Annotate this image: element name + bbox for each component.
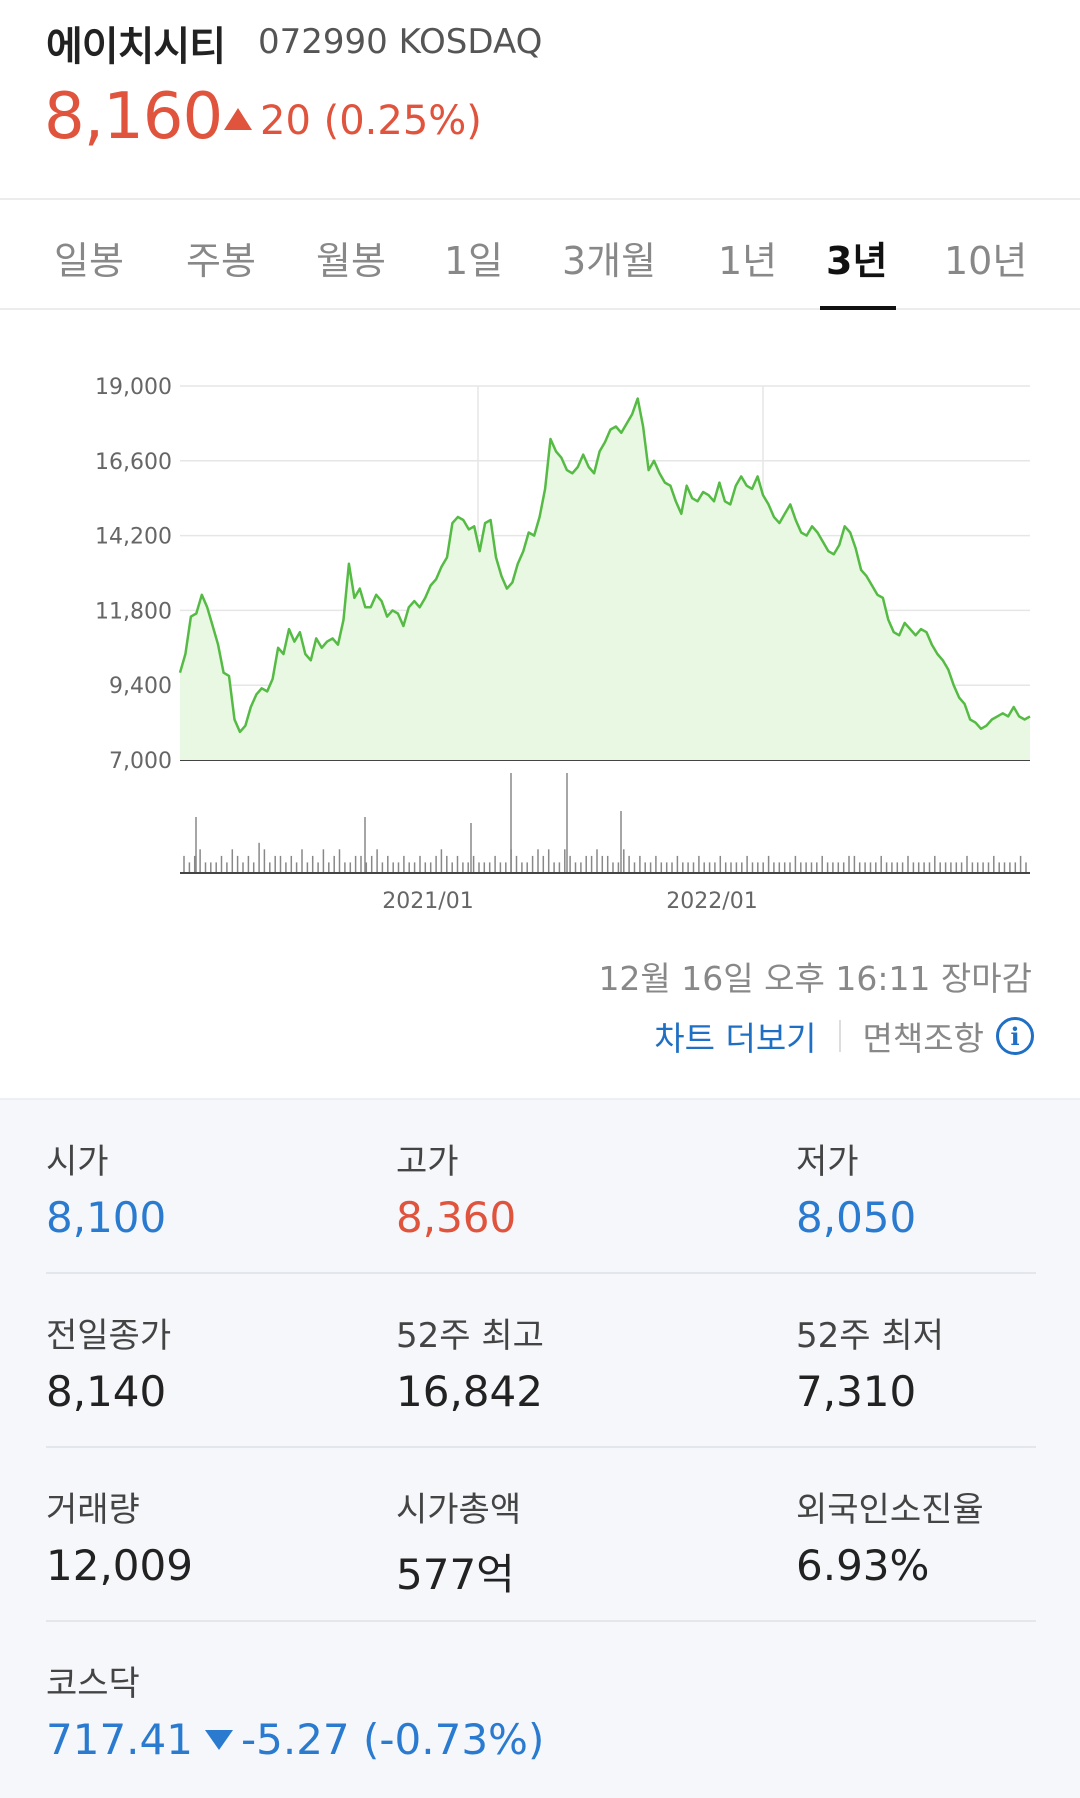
stat-label: 52주 최고	[396, 1316, 544, 1356]
stat-value: 7,310	[796, 1367, 917, 1416]
stats-row-2: 전일종가 8,140 52주 최고 16,842 52주 최저 7,310	[46, 1274, 1036, 1448]
tab-3year[interactable]: 3년	[826, 239, 888, 283]
stat-label: 저가	[796, 1142, 859, 1182]
stat-value: 8,360	[396, 1193, 517, 1242]
y-tick-label: 9,400	[109, 674, 172, 699]
kosdaq-change: -5.27 (-0.73%)	[240, 1715, 545, 1764]
tab-10year[interactable]: 10년	[944, 239, 1028, 283]
active-tab-indicator	[820, 306, 896, 310]
y-tick-label: 11,800	[95, 599, 172, 624]
y-tick-label: 7,000	[109, 749, 172, 774]
disclaimer-link[interactable]: 면책조항	[862, 1019, 984, 1058]
stat-value: 6.93%	[796, 1541, 930, 1590]
link-divider	[838, 1020, 841, 1052]
stat-market-cap: 시가총액 577억	[396, 1448, 521, 1602]
stat-label: 고가	[396, 1142, 459, 1182]
info-icon[interactable]: i	[996, 1017, 1034, 1055]
y-tick-label: 14,200	[95, 525, 172, 550]
stats-row-4: 코스닥 717.41 -5.27 (-0.73%)	[46, 1622, 1036, 1796]
market-close-time: 12월 16일 오후 16:11 장마감	[598, 959, 1032, 998]
tab-1day[interactable]: 1일	[444, 239, 504, 283]
volume-bars	[180, 773, 1030, 874]
up-triangle-icon	[224, 108, 252, 130]
tab-daily[interactable]: 일봉	[54, 239, 124, 283]
stat-label: 전일종가	[46, 1316, 172, 1356]
price-change-value: 20 (0.25%)	[260, 98, 482, 144]
tab-3month[interactable]: 3개월	[562, 239, 657, 283]
current-price: 8,160	[44, 80, 223, 154]
stat-value: 8,100	[46, 1193, 167, 1242]
price-area	[180, 398, 1030, 760]
tab-1year[interactable]: 1년	[718, 239, 778, 283]
stat-volume: 거래량 12,009	[46, 1448, 193, 1590]
tab-weekly[interactable]: 주봉	[186, 239, 256, 283]
stat-high: 고가 8,360	[396, 1100, 516, 1242]
stat-prev-close: 전일종가 8,140	[46, 1274, 171, 1416]
stock-stats-panel: 시가 8,100 고가 8,360 저가 8,050 전일종가 8,140 52…	[0, 1098, 1080, 1798]
stock-name: 에이치시티	[46, 24, 226, 70]
y-tick-label: 16,600	[95, 450, 172, 475]
stat-label: 외국인소진율	[796, 1490, 984, 1530]
tab-monthly[interactable]: 월봉	[316, 239, 386, 283]
price-chart-svg: 19,000 16,600 14,200 11,800 9,400 7,000 2021/…	[95, 375, 1031, 914]
down-triangle-icon	[204, 1729, 233, 1750]
x-tick-label: 2021/01	[382, 889, 473, 914]
stats-row-1: 시가 8,100 고가 8,360 저가 8,050	[46, 1100, 1036, 1274]
chart-links: 차트 더보기 면책조항 i	[654, 1012, 1034, 1060]
stock-code-market: 072990 KOSDAQ	[258, 22, 543, 62]
kosdaq-value-group: 717.41 -5.27 (-0.73%)	[46, 1715, 544, 1764]
price-line	[178, 397, 1031, 734]
stat-52w-high: 52주 최고 16,842	[396, 1274, 544, 1416]
stat-open: 시가 8,100	[46, 1100, 166, 1242]
stat-52w-low: 52주 최저 7,310	[796, 1274, 944, 1416]
kosdaq-value: 717.41	[46, 1715, 193, 1764]
stat-low: 저가 8,050	[796, 1100, 916, 1242]
price-chart[interactable]: 19,000 16,600 14,200 11,800 9,400 7,000 2021/…	[0, 310, 1080, 930]
x-tick-label: 2022/01	[666, 889, 757, 914]
stat-label: 거래량	[46, 1490, 140, 1530]
stats-row-3: 거래량 12,009 시가총액 577억 외국인소진율 6.93%	[46, 1448, 1036, 1622]
stat-label: 52주 최저	[796, 1316, 944, 1356]
more-chart-link[interactable]: 차트 더보기	[654, 1019, 817, 1058]
stat-value: 577억	[396, 1550, 515, 1599]
stat-value: 8,050	[796, 1193, 917, 1242]
stat-value: 8,140	[46, 1367, 167, 1416]
stat-foreign-ratio: 외국인소진율 6.93%	[796, 1448, 984, 1590]
x-axis-ticks: 2021/01 2022/01	[382, 889, 757, 914]
stat-value: 12,009	[46, 1541, 193, 1590]
period-tabs: 일봉 주봉 월봉 1일 3개월 1년 3년 10년	[0, 198, 1080, 310]
y-tick-label: 19,000	[95, 375, 172, 400]
kosdaq-label: 코스닥	[46, 1664, 140, 1704]
stock-header: 에이치시티 072990 KOSDAQ 8,160 20 (0.25%)	[0, 0, 1080, 198]
stat-label: 시가총액	[396, 1490, 522, 1530]
kosdaq-index[interactable]: 코스닥 717.41 -5.27 (-0.73%)	[46, 1622, 544, 1764]
stat-value: 16,842	[396, 1367, 543, 1416]
price-change: 20 (0.25%)	[224, 98, 482, 144]
y-axis-ticks: 19,000 16,600 14,200 11,800 9,400 7,000	[95, 375, 172, 774]
stat-label: 시가	[46, 1142, 109, 1182]
